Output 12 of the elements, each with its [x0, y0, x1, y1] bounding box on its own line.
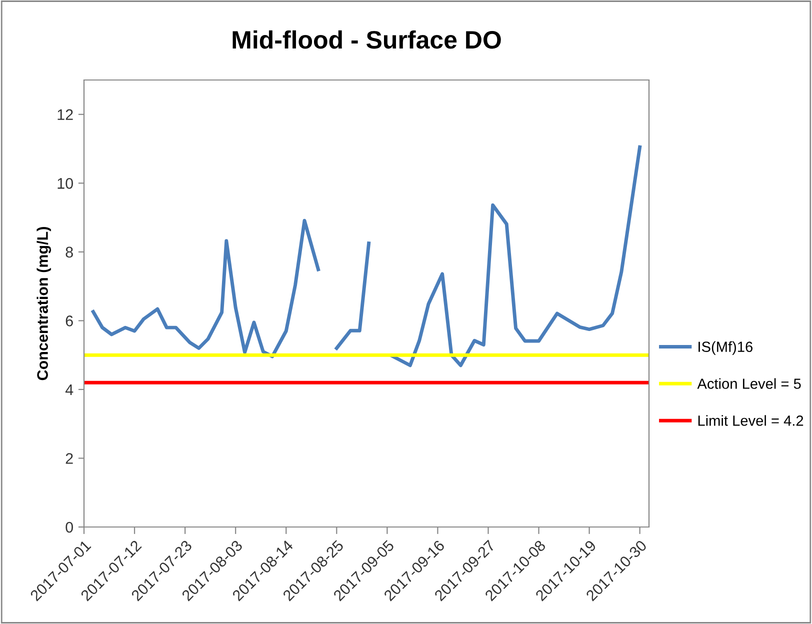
y-tick-label: 10 — [58, 178, 73, 189]
legend-label: Limit Level = 4.2 — [698, 415, 804, 426]
y-tick-label: 2 — [66, 453, 73, 464]
y-tick-label: 6 — [66, 316, 73, 326]
y-tick-label: 8 — [66, 246, 73, 258]
legend-label: IS(Mf)16 — [698, 341, 752, 355]
y-tick-label: 0 — [66, 522, 73, 533]
legend-label: Action Level = 5 — [697, 378, 801, 389]
y-tick-label: 12 — [58, 109, 73, 120]
chart-title: Mid-flood - Surface DO — [232, 30, 501, 49]
y-axis-title: Concentration (mg/L) — [36, 227, 52, 380]
y-tick-label: 4 — [65, 384, 74, 395]
